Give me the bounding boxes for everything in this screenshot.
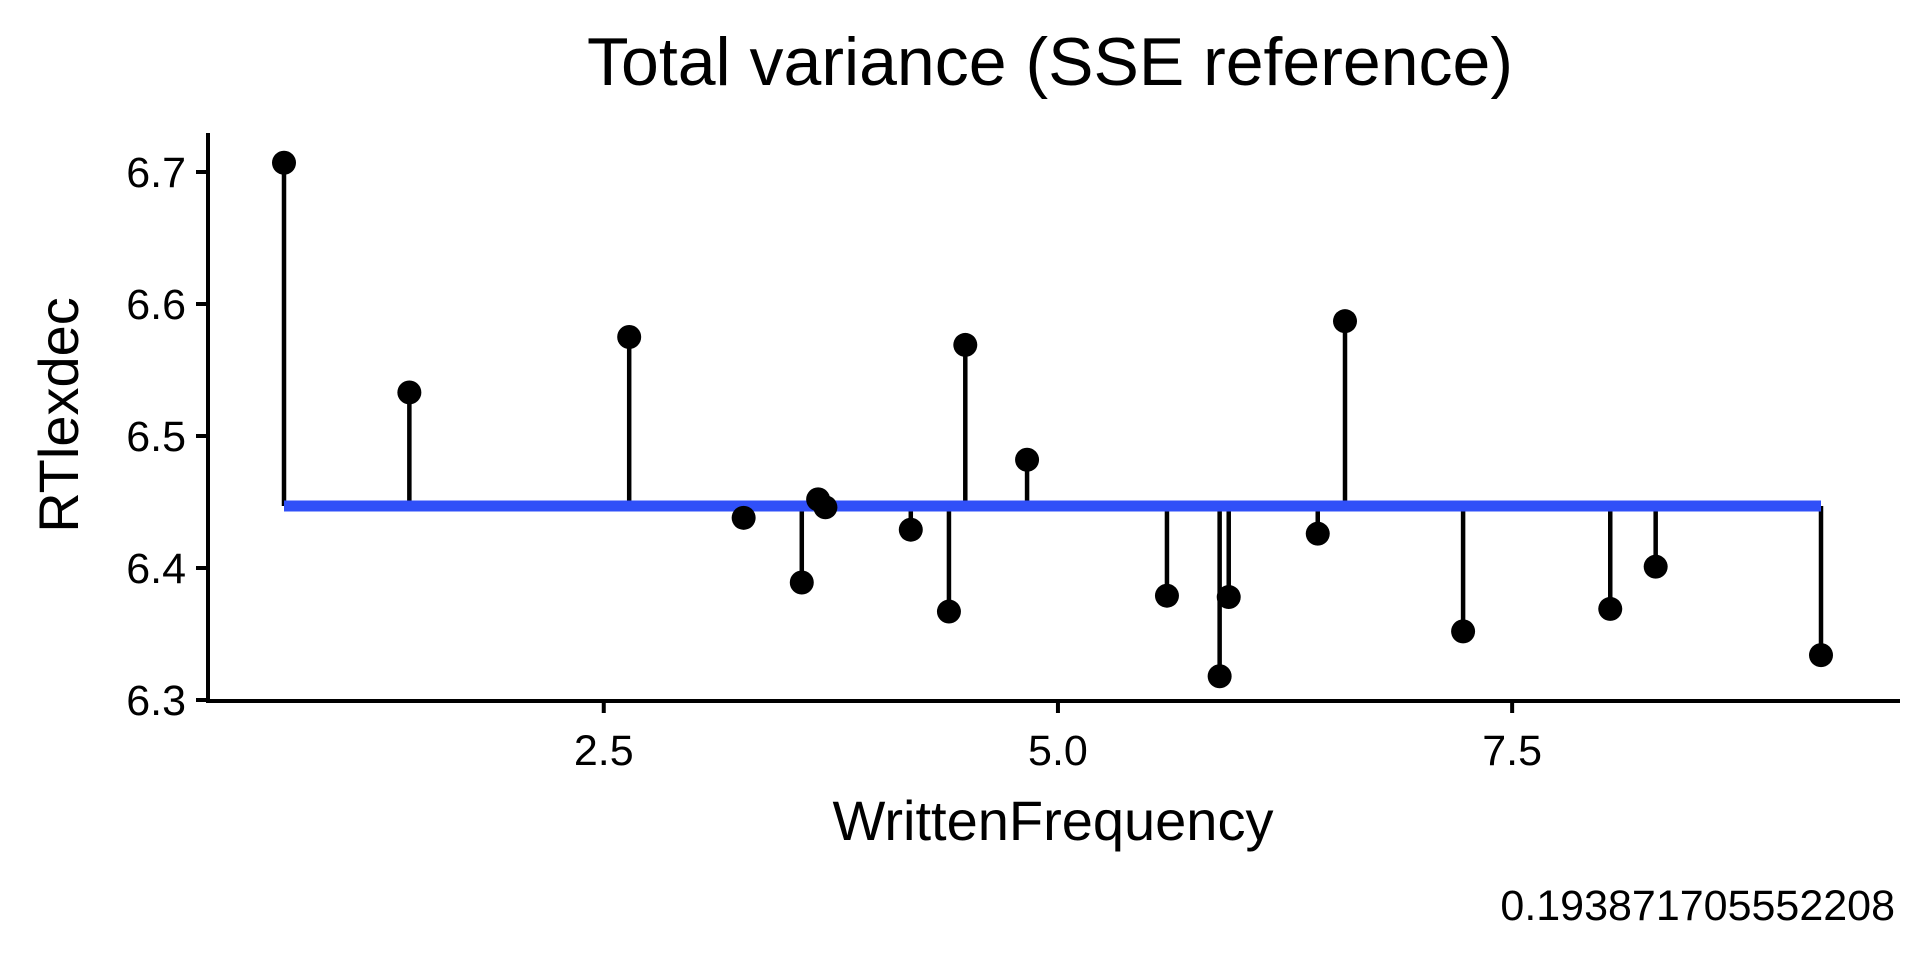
data-point — [1154, 583, 1179, 608]
y-tick-label: 6.7 — [126, 149, 186, 197]
x-axis-ticks: 2.5 5.0 7.5 — [574, 701, 1542, 775]
x-tick-label: 7.5 — [1482, 727, 1542, 775]
chart-title: Total variance (SSE reference) — [587, 24, 1513, 100]
data-point — [936, 599, 961, 624]
y-axis-ticks: 6.3 6.4 6.5 6.6 6.7 — [126, 149, 208, 725]
data-point — [1305, 521, 1330, 546]
data-point — [898, 517, 923, 542]
data-point — [272, 150, 296, 175]
data-point — [731, 505, 756, 530]
x-tick-label: 2.5 — [574, 727, 634, 775]
data-point — [789, 570, 814, 595]
data-point — [1809, 643, 1833, 668]
data-point — [1451, 619, 1476, 644]
y-tick-label: 6.6 — [126, 281, 186, 329]
data-point — [1598, 596, 1623, 621]
chart-caption: 0.193871705552208 — [1500, 882, 1895, 930]
data-point — [1643, 554, 1668, 579]
x-axis-title: WrittenFrequency — [833, 789, 1274, 852]
data-point — [953, 332, 978, 357]
data-point — [1216, 585, 1241, 610]
data-point — [1207, 664, 1232, 689]
y-tick-label: 6.4 — [126, 545, 186, 593]
y-tick-label: 6.5 — [126, 413, 186, 461]
y-axis-title: RTlexdec — [27, 297, 90, 533]
x-tick-label: 5.0 — [1028, 727, 1088, 775]
plot-area — [272, 150, 1833, 689]
data-point — [1333, 309, 1358, 334]
y-tick-label: 6.3 — [126, 677, 186, 725]
data-point — [1015, 447, 1040, 472]
data-point — [397, 380, 422, 405]
data-point — [617, 325, 642, 349]
data-point — [813, 495, 838, 520]
